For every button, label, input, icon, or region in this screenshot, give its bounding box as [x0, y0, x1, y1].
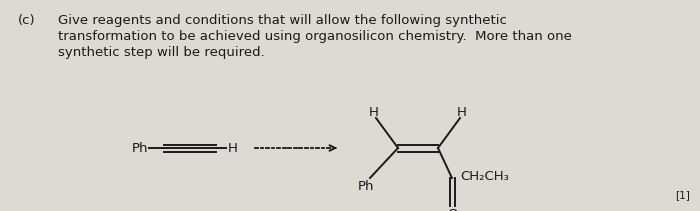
Text: Ph: Ph	[132, 142, 148, 154]
Text: CH₂CH₃: CH₂CH₃	[460, 169, 509, 183]
Text: transformation to be achieved using organosilicon chemistry.  More than one: transformation to be achieved using orga…	[58, 30, 572, 43]
Text: (c): (c)	[18, 14, 36, 27]
Text: [1]: [1]	[675, 190, 690, 200]
Text: Give reagents and conditions that will allow the following synthetic: Give reagents and conditions that will a…	[58, 14, 507, 27]
Text: H: H	[369, 106, 379, 119]
Text: H: H	[228, 142, 238, 154]
Text: O: O	[447, 208, 457, 211]
Text: H: H	[457, 106, 467, 119]
Text: Ph: Ph	[358, 180, 374, 192]
Text: synthetic step will be required.: synthetic step will be required.	[58, 46, 265, 59]
